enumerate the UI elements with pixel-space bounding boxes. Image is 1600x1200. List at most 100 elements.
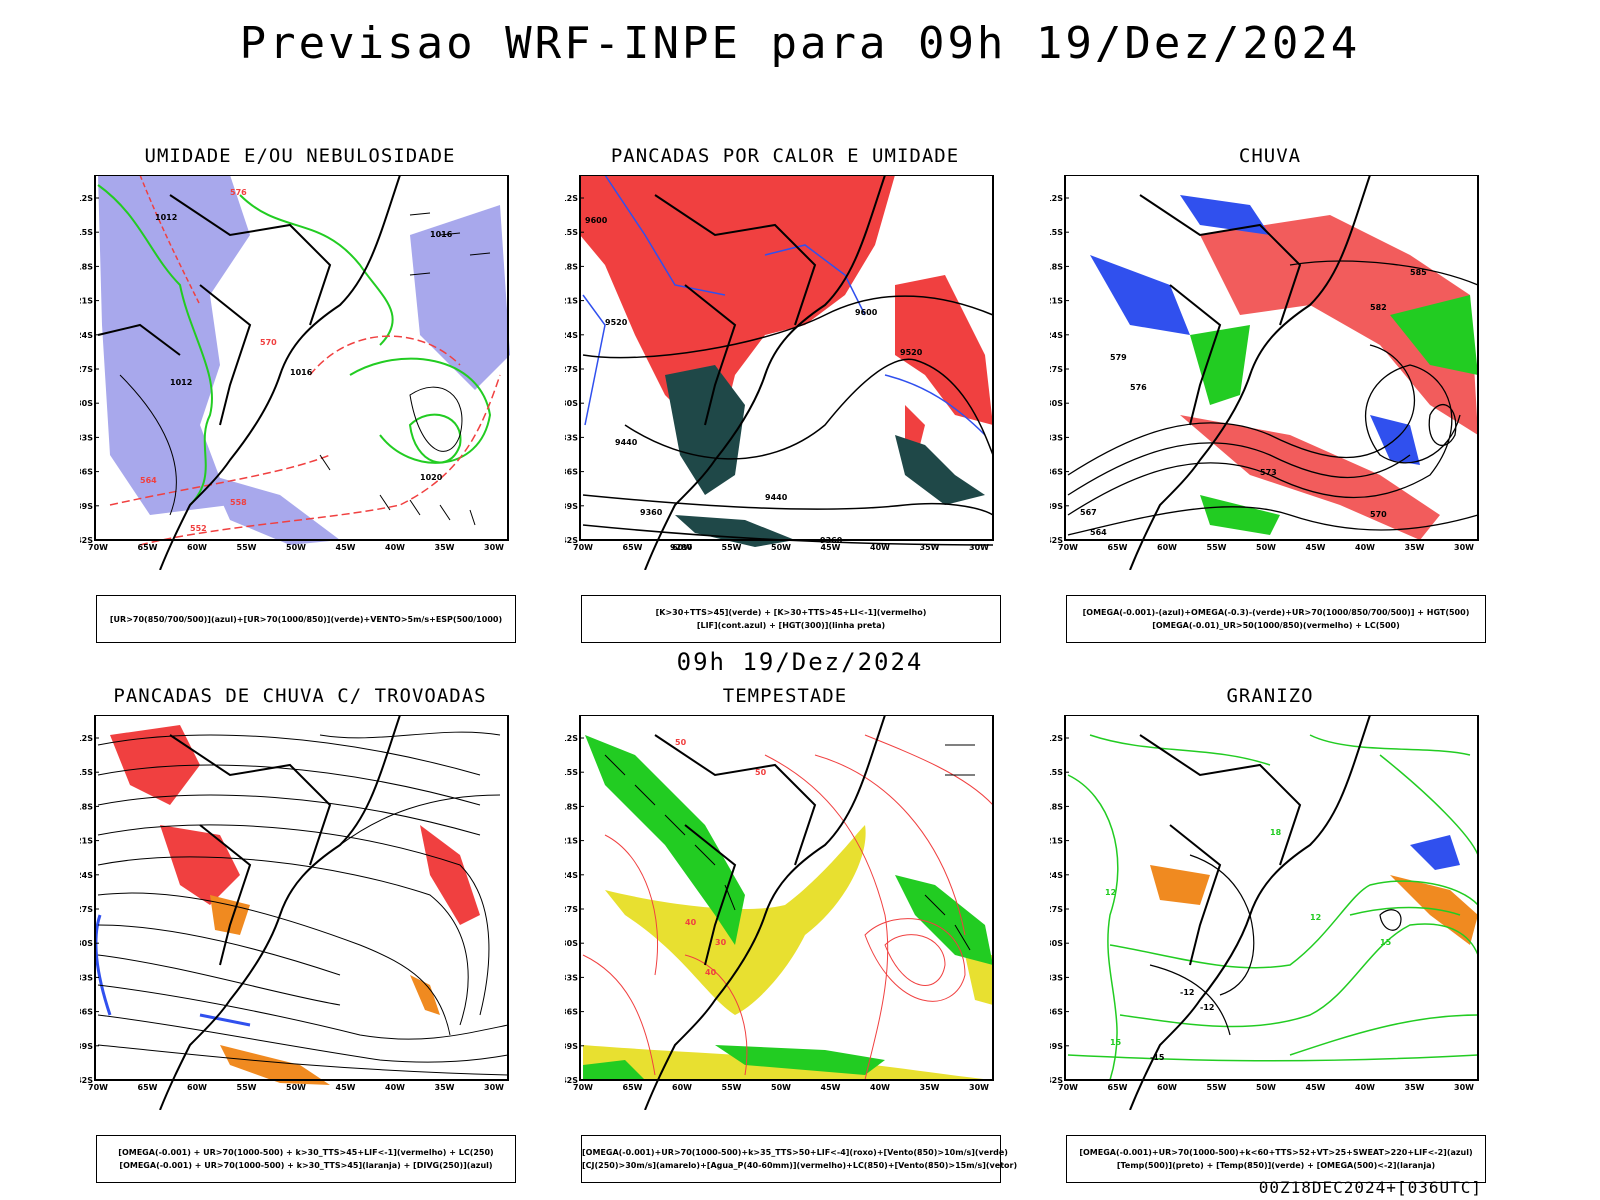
map-umidade: 1012 1016 1020 576 570 564 558 552 1012 … [80, 175, 510, 570]
legend-line: [OMEGA(-0.001)+UR>70(1000-500)+k>35_TTS>… [582, 1148, 1008, 1157]
panel-title: UMIDADE E/OU NEBULOSIDADE [144, 145, 456, 167]
lat-tick-label: 27S [80, 365, 93, 374]
svg-text:30: 30 [715, 938, 727, 947]
lon-tick-label: 35W [920, 1083, 940, 1092]
lat-tick-label: 42S [565, 536, 578, 545]
lon-tick-label: 40W [870, 543, 890, 552]
lat-tick-label: 33S [80, 433, 93, 442]
panel-title: TEMPESTADE [722, 685, 848, 707]
legend: [K>30+TTS>45](verde) + [K>30+TTS>45+LI<-… [581, 595, 1001, 643]
lon-tick-label: 55W [1207, 1083, 1227, 1092]
svg-text:564: 564 [140, 476, 157, 485]
lon-tick-label: 50W [771, 1083, 791, 1092]
lat-tick-label: 30S [565, 399, 578, 408]
lon-tick-label: 65W [1108, 543, 1128, 552]
lon-tick-label: 50W [1256, 543, 1276, 552]
svg-text:1016: 1016 [430, 230, 453, 239]
lon-tick-label: 60W [672, 543, 692, 552]
svg-text:12: 12 [1310, 913, 1321, 922]
svg-text:558: 558 [230, 498, 247, 507]
lon-tick-label: 45W [821, 543, 841, 552]
lat-tick-label: 36S [565, 1008, 578, 1017]
lat-tick-label: 27S [565, 365, 578, 374]
streamlines [97, 731, 509, 1076]
lon-tick-label: 60W [672, 1083, 692, 1092]
lat-tick-label: 33S [1050, 433, 1063, 442]
lat-tick-label: 18S [565, 262, 578, 271]
lon-tick-label: 65W [138, 543, 158, 552]
svg-text:18: 18 [1270, 828, 1282, 837]
contour-labels: -12 -12 -15 12 15 18 15 12 [1105, 828, 1392, 1062]
lon-tick-label: 40W [1355, 1083, 1375, 1092]
svg-text:552: 552 [190, 524, 207, 533]
lat-tick-label: 39S [1050, 502, 1063, 511]
svg-text:9360: 9360 [640, 508, 663, 517]
fields [1067, 195, 1479, 540]
lon-tick-label: 30W [969, 1083, 989, 1092]
lat-tick-label: 42S [80, 536, 93, 545]
lat-tick-label: 27S [80, 905, 93, 914]
fields [94, 725, 480, 1085]
lon-tick-label: 45W [336, 543, 356, 552]
panel-pancadas-trovoadas: PANCADAS DE CHUVA C/ TROVOADAS [80, 685, 520, 1195]
lon-tick-label: 50W [286, 1083, 306, 1092]
lon-tick-label: 35W [435, 543, 455, 552]
svg-text:-15: -15 [1150, 1053, 1165, 1062]
coastline [1129, 715, 1371, 1110]
green-contours [1067, 734, 1479, 1081]
map-tempestade: 50 40 30 50 40 12S 15S 18S 21S 24S 27S 30S 33S 3… [565, 715, 994, 1110]
panel-tempestade: TEMPESTADE [565, 685, 1017, 1195]
lon-tick-label: 65W [138, 1083, 158, 1092]
lon-tick-label: 45W [336, 1083, 356, 1092]
panel-chuva: CHUVA 585 582 579 576 5 [1050, 145, 1490, 655]
lat-tick-label: 18S [80, 802, 93, 811]
fields [583, 735, 993, 1080]
svg-text:582: 582 [1370, 303, 1387, 312]
lat-tick-label: 30S [1050, 939, 1063, 948]
panel-granizo: GRANIZO -12 -1 [1050, 685, 1490, 1195]
lat-tick-label: 24S [80, 871, 93, 880]
map-pancadas-calor: 9600 9520 9440 9360 9280 9600 9520 9440 … [565, 175, 994, 570]
lon-tick-label: 55W [1207, 543, 1227, 552]
lat-tick-label: 33S [565, 973, 578, 982]
main-title: Previsao WRF-INPE para 09h 19/Dez/2024 [239, 18, 1361, 69]
lat-tick-label: 18S [80, 262, 93, 271]
lon-tick-label: 70W [88, 1083, 108, 1092]
lon-tick-label: 55W [237, 543, 257, 552]
legend-line: [OMEGA(-0.001)+UR>70(1000-500)+k<60+TTS>… [1079, 1148, 1473, 1157]
legend-line: [OMEGA(-0.001) + UR>70(1000-500) + k>30_… [118, 1148, 494, 1157]
svg-text:15: 15 [1380, 938, 1392, 947]
svg-text:9440: 9440 [765, 493, 788, 502]
panel-title: GRANIZO [1226, 685, 1314, 707]
lon-tick-label: 50W [1256, 1083, 1276, 1092]
lon-tick-label: 60W [187, 543, 207, 552]
map-pancadas-trovoadas: 12S 15S 18S 21S 24S 27S 30S 33S 36S 39S 42S70W 65W 6… [80, 715, 509, 1110]
lat-tick-label: 42S [80, 1076, 93, 1085]
svg-text:567: 567 [1080, 508, 1097, 517]
lon-tick-label: 70W [573, 543, 593, 552]
lat-tick-label: 12S [1050, 194, 1063, 203]
contour-labels: 1012 1016 1020 576 570 564 558 552 1012 … [140, 188, 453, 533]
lon-tick-label: 55W [237, 1083, 257, 1092]
red-contours [582, 734, 994, 1081]
svg-text:9520: 9520 [900, 348, 923, 357]
lat-tick-label: 21S [80, 297, 93, 306]
lat-tick-label: 24S [80, 331, 93, 340]
lat-tick-label: 12S [565, 734, 578, 743]
svg-text:40: 40 [685, 918, 697, 927]
lat-tick-label: 15S [565, 228, 578, 237]
lon-tick-label: 50W [771, 543, 791, 552]
lat-tick-label: 30S [80, 399, 93, 408]
lat-tick-label: 33S [80, 973, 93, 982]
lat-tick-label: 30S [565, 939, 578, 948]
lat-tick-label: 42S [565, 1076, 578, 1085]
coastline [644, 715, 886, 1110]
lon-tick-label: 65W [623, 543, 643, 552]
lat-tick-label: 24S [1050, 331, 1063, 340]
panel-umidade: UMIDADE E/OU NEBULOSIDADE [80, 145, 520, 655]
svg-text:1012: 1012 [155, 213, 177, 222]
svg-text:564: 564 [1090, 528, 1107, 537]
legend: [OMEGA(-0.001)+UR>70(1000-500)+k<60+TTS>… [1066, 1135, 1486, 1183]
lat-tick-label: 12S [565, 194, 578, 203]
svg-text:573: 573 [1260, 468, 1277, 477]
